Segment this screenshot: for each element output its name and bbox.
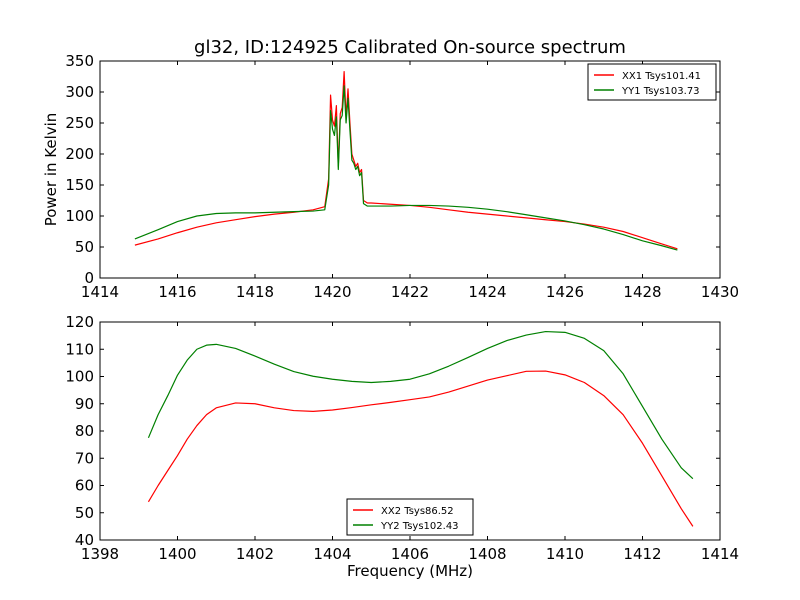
x-tick-label: 1398 <box>81 545 119 563</box>
x-tick-label: 1404 <box>313 545 351 563</box>
x-tick-label: 1416 <box>158 283 196 301</box>
x-tick-label: 1420 <box>313 283 351 301</box>
y-tick-label: 90 <box>75 395 94 413</box>
x-tick-label: 1414 <box>81 283 119 301</box>
y-axis-label: Power in Kelvin <box>42 113 60 227</box>
series-line-0-0 <box>134 70 678 250</box>
y-tick-label: 50 <box>75 238 94 256</box>
x-tick-label: 1422 <box>391 283 429 301</box>
x-tick-label: 1406 <box>391 545 429 563</box>
series-line-1-1 <box>147 330 694 480</box>
x-tick-label: 1428 <box>623 283 661 301</box>
y-tick-label: 250 <box>65 114 94 132</box>
legend-box <box>587 63 717 101</box>
legend-label: YY2 Tsys102.43 <box>380 521 459 532</box>
x-tick-label: 1400 <box>158 545 196 563</box>
legend: XX1 Tsys101.41 YY1 Tsys103.73 <box>587 63 717 101</box>
legend-label: XX2 Tsys86.52 <box>381 506 454 517</box>
y-tick-label: 70 <box>75 449 94 467</box>
bottom-panel: 1398 1400 1402 1404 1406 1408 1410 1412 1414 40 50… <box>65 313 739 580</box>
x-tick-label: 1418 <box>236 283 274 301</box>
y-tick-label: 80 <box>75 422 94 440</box>
y-tick-label: 200 <box>65 145 94 163</box>
y-tick-label: 100 <box>65 207 94 225</box>
x-tick-label: 1414 <box>701 545 739 563</box>
y-tick-label: 60 <box>75 477 94 495</box>
x-tick-label: 1430 <box>701 283 739 301</box>
x-tick-label: 1402 <box>236 545 274 563</box>
y-tick-label: 120 <box>65 313 94 331</box>
legend-box <box>346 498 474 536</box>
series-line-0-1 <box>134 85 678 251</box>
y-tick-label: 150 <box>65 176 94 194</box>
legend: XX2 Tsys86.52 YY2 Tsys102.43 <box>346 498 474 536</box>
legend-label: XX1 Tsys101.41 <box>622 71 701 82</box>
y-tick-label: 50 <box>75 504 94 522</box>
x-axis-label: Frequency (MHz) <box>347 562 473 580</box>
x-tick-label: 1424 <box>468 283 506 301</box>
y-tick-label: 110 <box>65 340 94 358</box>
top-panel: 1414 1416 1418 1420 1422 1424 1426 1428 1430 0 50 1… <box>42 52 739 301</box>
y-tick-label: 350 <box>65 52 94 70</box>
y-tick-label: 0 <box>84 269 94 287</box>
x-tick-label: 1408 <box>468 545 506 563</box>
legend-label: YY1 Tsys103.73 <box>621 86 700 97</box>
series-line-1-0 <box>147 370 694 527</box>
y-tick-label: 40 <box>75 531 94 549</box>
y-tick-label: 100 <box>65 368 94 386</box>
chart-title: gl32, ID:124925 Calibrated On-source spe… <box>194 37 626 58</box>
x-tick-label: 1426 <box>546 283 584 301</box>
y-tick-label: 300 <box>65 83 94 101</box>
x-tick-label: 1410 <box>546 545 584 563</box>
x-tick-label: 1412 <box>623 545 661 563</box>
